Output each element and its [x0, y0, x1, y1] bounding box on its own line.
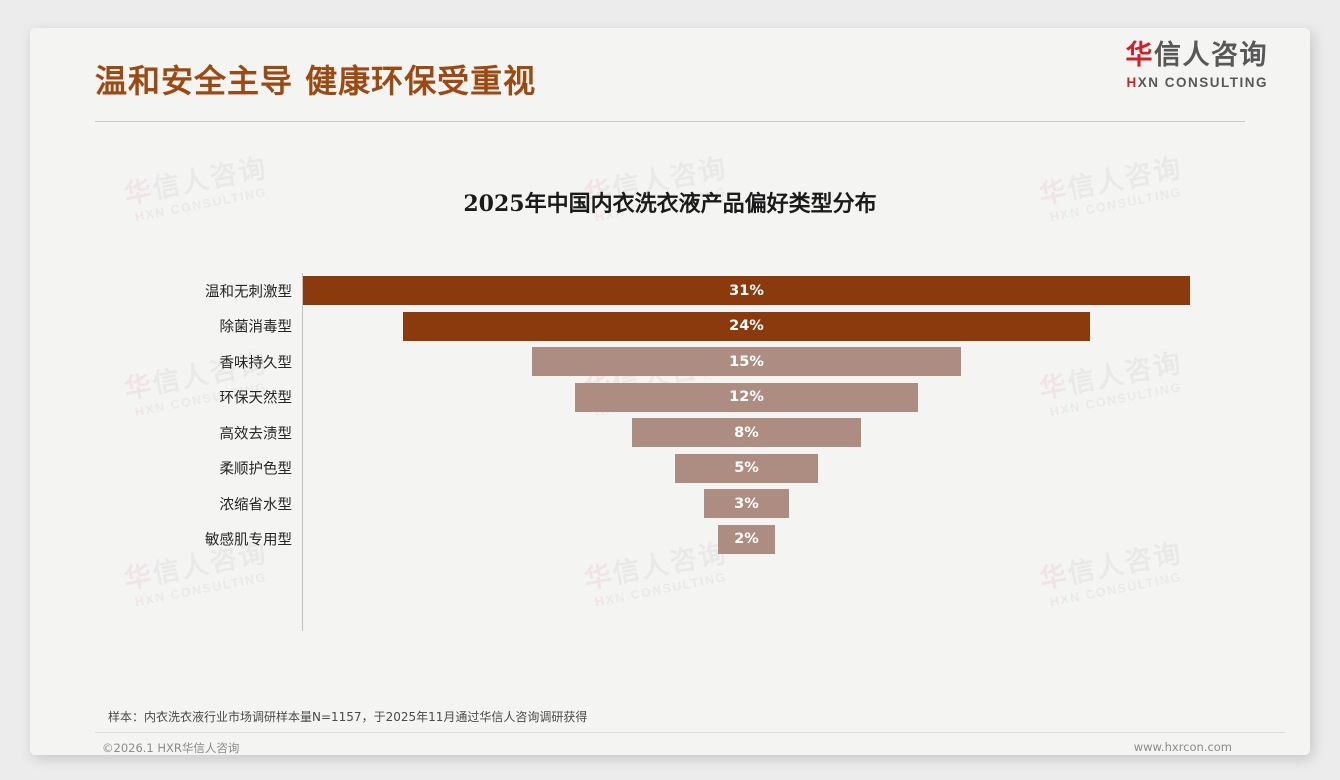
slide-header: 温和安全主导 健康环保受重视 华信人咨询 HXN CONSULTING	[30, 28, 1310, 128]
bar-row: 柔顺护色型 5%	[180, 451, 1190, 487]
category-axis-line	[302, 273, 303, 631]
bar-category-label: 温和无刺激型	[205, 284, 292, 301]
bar-value-label: 3%	[734, 495, 759, 512]
bar-row: 敏感肌专用型 2%	[180, 522, 1190, 558]
bar-value-label: 31%	[729, 282, 764, 299]
logo-en-accent: H	[1126, 75, 1138, 90]
bar-value-label: 12%	[729, 389, 764, 406]
bar-value-label: 15%	[729, 353, 764, 370]
bar-row: 高效去渍型 8%	[180, 415, 1190, 451]
bar-category-label: 敏感肌专用型	[205, 532, 292, 549]
chart-container: 2025年中国内衣洗衣液产品偏好类型分布 温和无刺激型 31% 除菌消毒型 24% 香味…	[30, 128, 1310, 668]
bar-value-label: 24%	[729, 318, 764, 335]
bar-track: 8%	[303, 415, 1190, 451]
bar-segment: 24%	[403, 311, 1090, 341]
bar-segment: 12%	[574, 382, 919, 412]
bar-segment: 31%	[303, 276, 1190, 306]
slide-footer: ©2026.1 HXR华信人咨询 www.hxrcon.com	[30, 740, 1310, 755]
source-footnote: 样本：内衣洗衣液行业市场调研样本量N=1157，于2025年11月通过华信人咨询…	[108, 710, 588, 724]
bar-track: 2%	[303, 522, 1190, 558]
bar-row: 香味持久型 15%	[180, 344, 1190, 380]
bar-category-label: 环保天然型	[219, 390, 293, 407]
bar-segment: 8%	[632, 418, 861, 448]
bar-row: 环保天然型 12%	[180, 380, 1190, 416]
bar-category-label: 浓缩省水型	[219, 497, 293, 514]
logo-english-text: HXN CONSULTING	[1126, 76, 1269, 90]
bar-category-label: 除菌消毒型	[219, 319, 293, 336]
page-title: 温和安全主导 健康环保受重视	[95, 62, 537, 100]
bar-segment: 5%	[674, 453, 819, 483]
bar-track: 12%	[303, 380, 1190, 416]
bar-segment: 15%	[531, 347, 962, 377]
bar-category-label: 高效去渍型	[219, 426, 293, 443]
footer-divider	[95, 732, 1285, 733]
bar-track: 3%	[303, 486, 1190, 522]
bar-track: 24%	[303, 309, 1190, 345]
bar-category-label: 香味持久型	[219, 355, 293, 372]
bar-value-label: 8%	[734, 424, 759, 441]
bar-row: 温和无刺激型 31%	[180, 273, 1190, 309]
bar-value-label: 2%	[734, 531, 759, 548]
bar-category-label: 柔顺护色型	[219, 461, 293, 478]
header-divider	[95, 121, 1245, 122]
footer-website: www.hxrcon.com	[1133, 740, 1232, 754]
bar-row: 除菌消毒型 24%	[180, 309, 1190, 345]
bar-row: 浓缩省水型 3%	[180, 486, 1190, 522]
logo-cn-accent: 华	[1125, 40, 1154, 71]
funnel-bar-chart: 温和无刺激型 31% 除菌消毒型 24% 香味持久型 15% 环保天然型 12% 高效去渍型 8%…	[180, 273, 1190, 638]
bar-segment: 2%	[717, 524, 776, 554]
bar-value-label: 5%	[734, 460, 759, 477]
footer-copyright: ©2026.1 HXR华信人咨询	[102, 741, 240, 755]
logo-cn-rest: 信人咨询	[1154, 40, 1268, 71]
bar-track: 31%	[303, 273, 1190, 309]
logo-chinese-text: 华信人咨询	[1126, 42, 1269, 69]
bar-track: 15%	[303, 344, 1190, 380]
chart-title: 2025年中国内衣洗衣液产品偏好类型分布	[463, 191, 877, 217]
bar-segment: 3%	[703, 489, 790, 519]
bar-track: 5%	[303, 451, 1190, 487]
company-logo: 华信人咨询 HXN CONSULTING	[1126, 42, 1269, 90]
slide-page: 华信人咨询 HXN CONSULTING 华信人咨询 HXN CONSULTING 华信…	[30, 28, 1310, 755]
logo-en-rest: XN CONSULTING	[1137, 75, 1268, 90]
bar-rows: 温和无刺激型 31% 除菌消毒型 24% 香味持久型 15% 环保天然型 12% 高效去渍型 8%…	[180, 273, 1190, 557]
